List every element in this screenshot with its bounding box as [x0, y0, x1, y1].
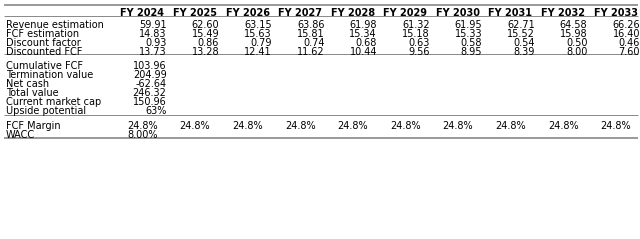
Text: 0.50: 0.50	[566, 38, 588, 48]
Text: Net cash: Net cash	[6, 79, 49, 89]
Text: 8.00: 8.00	[566, 47, 588, 57]
Text: Termination value: Termination value	[6, 70, 93, 80]
Text: FCF Margin: FCF Margin	[6, 121, 61, 131]
Text: 0.86: 0.86	[198, 38, 219, 48]
Text: Total value: Total value	[6, 88, 59, 98]
Text: 8.39: 8.39	[513, 47, 535, 57]
Text: 10.44: 10.44	[349, 47, 377, 57]
Text: 0.74: 0.74	[303, 38, 324, 48]
Text: 0.58: 0.58	[461, 38, 482, 48]
Text: 61.98: 61.98	[349, 20, 377, 30]
Text: Cumulative FCF: Cumulative FCF	[6, 61, 83, 71]
Text: WACC: WACC	[6, 130, 35, 140]
Text: 62.60: 62.60	[191, 20, 219, 30]
Text: 12.41: 12.41	[244, 47, 272, 57]
Text: 63.86: 63.86	[297, 20, 324, 30]
Text: 24.8%: 24.8%	[285, 121, 316, 131]
Text: 15.49: 15.49	[191, 29, 219, 39]
Text: FY 2032: FY 2032	[541, 8, 585, 18]
Text: 7.60: 7.60	[618, 47, 640, 57]
Text: FY 2033: FY 2033	[594, 8, 637, 18]
Text: 204.99: 204.99	[133, 70, 166, 80]
Text: 63.15: 63.15	[244, 20, 272, 30]
Text: 0.93: 0.93	[145, 38, 166, 48]
Text: 24.8%: 24.8%	[443, 121, 473, 131]
Text: 15.18: 15.18	[402, 29, 429, 39]
Text: 24.8%: 24.8%	[548, 121, 579, 131]
Text: 24.8%: 24.8%	[495, 121, 526, 131]
Text: 9.56: 9.56	[408, 47, 429, 57]
Text: 0.46: 0.46	[619, 38, 640, 48]
Text: -62.64: -62.64	[136, 79, 166, 89]
Text: 8.95: 8.95	[461, 47, 482, 57]
Text: FY 2029: FY 2029	[383, 8, 428, 18]
Text: 13.73: 13.73	[139, 47, 166, 57]
Text: 0.54: 0.54	[513, 38, 535, 48]
Text: Current market cap: Current market cap	[6, 97, 101, 107]
Text: 14.83: 14.83	[139, 29, 166, 39]
Text: FY 2031: FY 2031	[488, 8, 532, 18]
Text: 15.52: 15.52	[507, 29, 535, 39]
Text: FY 2028: FY 2028	[331, 8, 375, 18]
Text: 61.95: 61.95	[454, 20, 482, 30]
Text: 15.33: 15.33	[454, 29, 482, 39]
Text: FY 2026: FY 2026	[225, 8, 269, 18]
Text: 24.8%: 24.8%	[127, 121, 157, 131]
Text: 13.28: 13.28	[191, 47, 219, 57]
Text: 24.8%: 24.8%	[337, 121, 368, 131]
Text: 24.8%: 24.8%	[390, 121, 420, 131]
Text: Revenue estimation: Revenue estimation	[6, 20, 104, 30]
Text: 0.79: 0.79	[250, 38, 272, 48]
Text: FY 2025: FY 2025	[173, 8, 217, 18]
Text: FCF estimation: FCF estimation	[6, 29, 79, 39]
Text: 24.8%: 24.8%	[600, 121, 631, 131]
Text: 11.62: 11.62	[297, 47, 324, 57]
Text: 59.91: 59.91	[139, 20, 166, 30]
Text: Discount factor: Discount factor	[6, 38, 81, 48]
Text: Discounted FCF: Discounted FCF	[6, 47, 83, 57]
Text: 246.32: 246.32	[132, 88, 166, 98]
Text: FY 2030: FY 2030	[436, 8, 480, 18]
Text: 16.40: 16.40	[612, 29, 640, 39]
Text: 150.96: 150.96	[133, 97, 166, 107]
Text: 24.8%: 24.8%	[232, 121, 263, 131]
Text: 15.98: 15.98	[560, 29, 588, 39]
Text: 63%: 63%	[145, 106, 166, 116]
Text: 15.81: 15.81	[297, 29, 324, 39]
Text: 64.58: 64.58	[560, 20, 588, 30]
Text: 0.68: 0.68	[356, 38, 377, 48]
Text: Upside potential: Upside potential	[6, 106, 86, 116]
Text: 66.26: 66.26	[612, 20, 640, 30]
Text: 15.63: 15.63	[244, 29, 272, 39]
Text: 103.96: 103.96	[133, 61, 166, 71]
Text: FY 2027: FY 2027	[278, 8, 322, 18]
Text: 8.00%: 8.00%	[127, 130, 157, 140]
Text: FY 2024: FY 2024	[120, 8, 164, 18]
Text: 24.8%: 24.8%	[180, 121, 210, 131]
Text: 62.71: 62.71	[507, 20, 535, 30]
Text: 15.34: 15.34	[349, 29, 377, 39]
Text: 61.32: 61.32	[402, 20, 429, 30]
Text: 0.63: 0.63	[408, 38, 429, 48]
